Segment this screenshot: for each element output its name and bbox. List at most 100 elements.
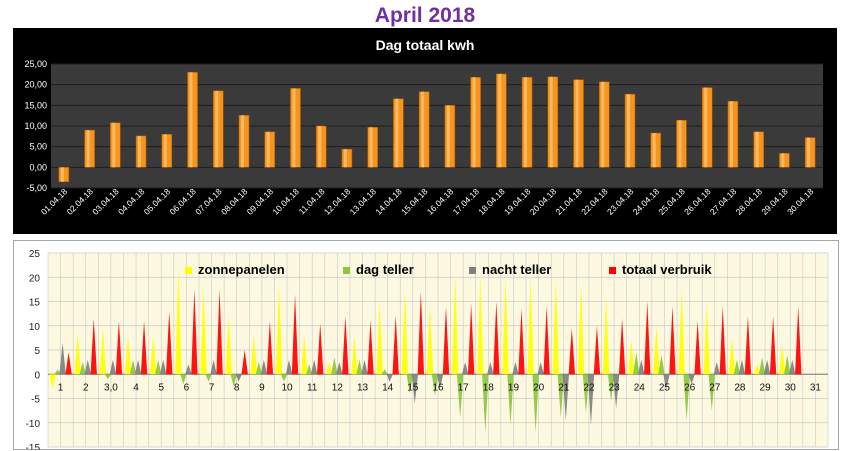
bar-highlight <box>498 73 502 168</box>
x-tick-label: 12 <box>332 382 344 393</box>
bar-highlight <box>807 137 811 168</box>
bar-highlight <box>575 79 579 168</box>
spike-totaal-verbruik <box>644 301 651 375</box>
bar-highlight <box>704 87 708 168</box>
bar-highlight <box>189 72 193 168</box>
bar-highlight <box>395 98 399 168</box>
spike-nacht-teller <box>789 359 796 375</box>
x-tick-label: 27 <box>709 382 721 393</box>
spike-zonnepanelen <box>74 333 81 375</box>
bar-highlight <box>343 149 347 168</box>
x-tick-label: 14 <box>382 382 394 393</box>
x-tick-label: 8 <box>234 382 240 393</box>
spike-dag-teller <box>456 374 464 418</box>
y-tick-label: 0,00 <box>29 162 47 172</box>
spike-dag-teller <box>406 374 414 394</box>
x-tick-label: 13 <box>357 382 369 393</box>
spike-zonnepanelen <box>728 337 736 375</box>
spike-dag-teller <box>758 357 766 375</box>
page-title: April 2018 <box>374 4 476 27</box>
x-tick-label: 18 <box>483 382 495 393</box>
spike-totaal-verbruik <box>367 320 374 375</box>
spike-zonnepanelen <box>703 303 710 375</box>
spike-dag-teller <box>633 352 640 375</box>
bar-highlight <box>472 77 476 168</box>
y-tick-label: -10 <box>26 419 41 430</box>
x-tick-label: 9 <box>259 382 265 393</box>
spike-nacht-teller <box>512 362 519 375</box>
spike-totaal-verbruik <box>65 352 72 375</box>
x-tick-label: 23 <box>609 382 621 393</box>
spike-totaal-verbruik <box>593 325 601 375</box>
spike-nacht-teller <box>612 374 620 409</box>
x-tick-label: 20 <box>533 382 545 393</box>
bar-highlight <box>627 94 630 168</box>
spike-dag-teller <box>230 374 237 387</box>
spike-zonnepanelen <box>376 301 383 375</box>
bar-highlight <box>86 130 90 168</box>
y-tick-label: -15 <box>26 443 41 450</box>
spike-nacht-teller <box>134 359 142 375</box>
spike-dag-teller <box>784 354 791 375</box>
spike-totaal-verbruik <box>140 320 148 375</box>
spike-nacht-teller <box>59 342 66 375</box>
x-tick-label: 25 <box>659 382 671 393</box>
x-tick-label: 7 <box>209 382 215 393</box>
spike-nacht-teller <box>210 359 217 375</box>
spike-dag-teller <box>683 374 690 421</box>
spike-zonnepanelen <box>678 289 685 375</box>
x-tick-label: 24 <box>634 382 646 393</box>
chart-title: Dag totaal kwh <box>376 37 475 53</box>
spike-totaal-verbruik <box>518 308 525 375</box>
bar-highlight <box>781 153 785 168</box>
bar-highlight <box>318 126 322 168</box>
spike-zonnepanelen <box>779 345 786 375</box>
spike-nacht-teller <box>84 359 91 375</box>
spike-nacht-teller <box>185 364 192 375</box>
spike-totaal-verbruik <box>291 294 299 375</box>
spike-dag-teller <box>129 359 137 375</box>
spike-nacht-teller <box>638 359 645 375</box>
spike-dag-teller <box>708 374 715 411</box>
spike-nacht-teller <box>688 374 695 384</box>
spike-totaal-verbruik <box>719 306 726 375</box>
daily-total-chart: Dag totaal kwh -5,00 0,00 5,00 10,00 15,00 20,… <box>13 28 837 234</box>
spike-zonnepanelen <box>653 325 660 375</box>
spike-totaal-verbruik <box>669 306 676 375</box>
y-tick-label: -5 <box>31 395 40 406</box>
y-tick-label: 15 <box>29 298 41 309</box>
bar-highlight <box>524 77 528 168</box>
bar-highlight <box>601 81 605 168</box>
spike-zonnepanelen <box>326 362 333 375</box>
spike-dag-teller <box>507 374 514 426</box>
x-tick-label: 3,0 <box>104 382 118 393</box>
spike-dag-teller <box>331 357 338 375</box>
spike-nacht-teller <box>109 359 117 375</box>
spike-totaal-verbruik <box>316 323 324 375</box>
spike-nacht-teller <box>461 362 469 375</box>
spike-nacht-teller <box>663 374 670 389</box>
spike-zonnepanelen <box>200 286 207 375</box>
spike-totaal-verbruik <box>216 289 223 375</box>
spike-nacht-teller <box>562 374 570 421</box>
bar-highlight <box>60 167 64 182</box>
y-tick-label: 15,00 <box>24 100 47 110</box>
spike-zonnepanelen <box>250 335 258 375</box>
bar-highlight <box>163 134 167 168</box>
x-tick-label: 31 <box>810 382 822 393</box>
x-tick-label: 22 <box>583 382 595 393</box>
spike-dag-teller <box>305 364 313 375</box>
legend-swatch <box>609 267 616 274</box>
spike-nacht-teller <box>386 374 393 382</box>
y-tick-label: 5 <box>34 346 40 357</box>
spike-dag-teller <box>180 374 187 384</box>
bar-highlight <box>215 90 219 168</box>
spike-totaal-verbruik <box>241 350 248 375</box>
spike-dag-teller <box>658 354 665 375</box>
bar-highlight <box>138 135 142 168</box>
spike-zonnepanelen <box>753 364 761 375</box>
spike-zonnepanelen <box>150 335 157 375</box>
spike-dag-teller <box>381 369 388 375</box>
spike-dag-teller <box>557 374 565 418</box>
spike-dag-teller <box>155 359 162 375</box>
